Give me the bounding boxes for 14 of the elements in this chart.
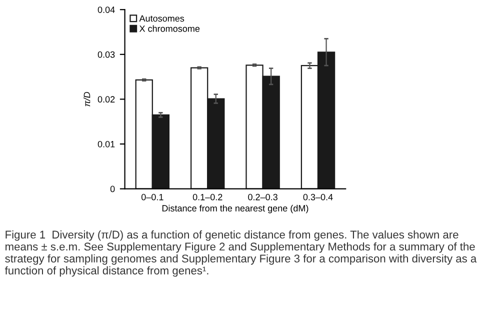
y-tick-label: 0.01 xyxy=(98,140,115,148)
legend-label: X chromosome xyxy=(139,25,200,32)
y-tick-label: 0.02 xyxy=(98,96,115,103)
x-axis-title: Distance from the nearest gene (dM) xyxy=(162,204,308,214)
y-tick-label: 0.04 xyxy=(98,6,115,13)
y-tick-label: 0 xyxy=(110,186,115,192)
caption: Figure 1 Diversity (π/D) as a function of genetic distance from genes. The values shown are means ± s.e.m. See Supplementary Figure 2 and Supplementary Methods for a summary of the strategy for sampling genomes and Supplementary Figure 3 for a comparison with diversity as a function of physical distance from genes¹. xyxy=(4,230,477,277)
x-tick-label: 0.2–0.3 xyxy=(248,194,278,200)
legend-label: Autosomes xyxy=(139,15,184,22)
x-tick-label: 0.3–0.4 xyxy=(303,194,333,200)
x-tick-label: 0–0.1 xyxy=(141,194,164,200)
y-tick-label: 0.03 xyxy=(98,51,115,58)
y-axis-title: π/D xyxy=(84,92,90,106)
x-tick-label: 0.1–0.2 xyxy=(192,194,222,200)
